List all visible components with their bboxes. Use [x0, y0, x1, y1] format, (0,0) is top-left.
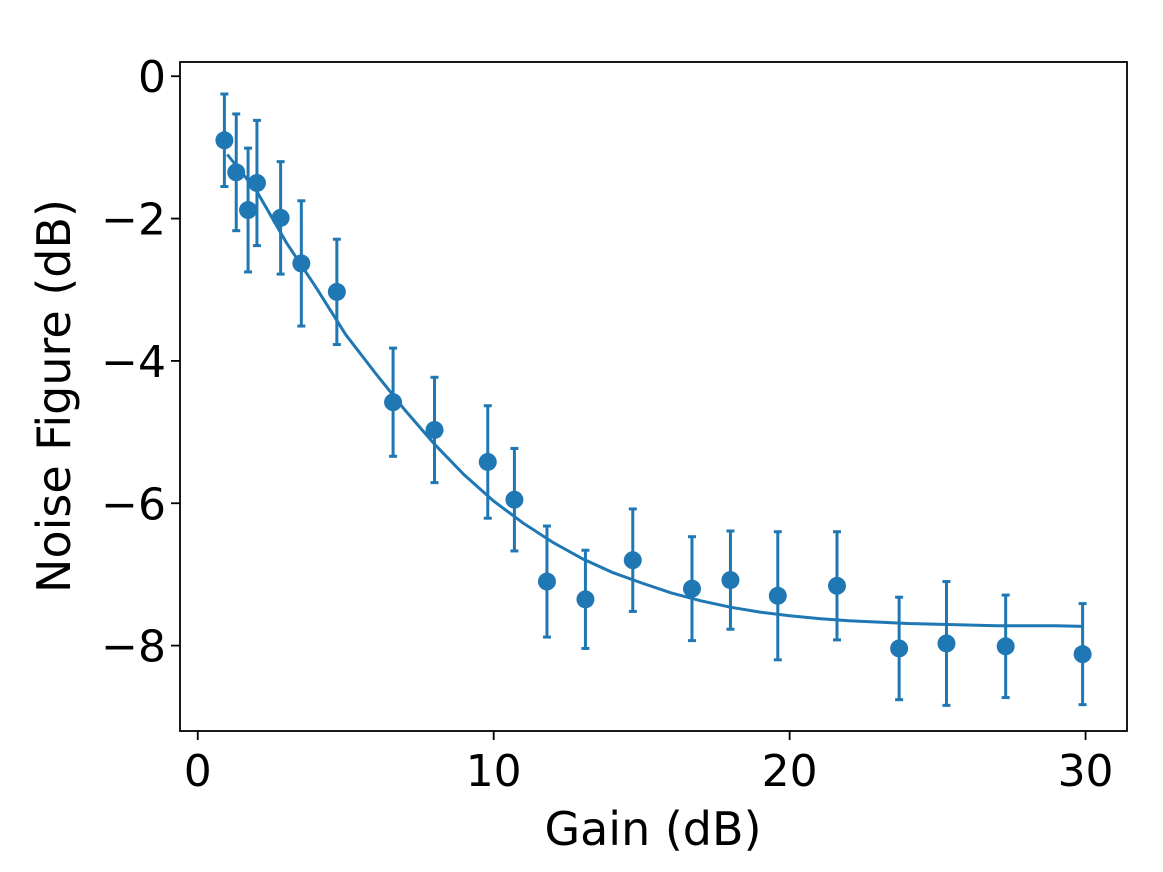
data-point: [827, 576, 846, 595]
data-point: [721, 571, 740, 590]
y-tick-label: 0: [138, 52, 166, 103]
data-point: [937, 634, 956, 653]
x-tick-label: 30: [1058, 746, 1114, 797]
y-tick-label: −6: [101, 479, 166, 530]
x-tick-label: 0: [184, 746, 212, 797]
data-point: [768, 586, 787, 605]
data-point: [478, 452, 497, 471]
data-point: [247, 173, 266, 192]
y-tick-label: −4: [101, 337, 166, 388]
y-tick-label: −2: [101, 195, 166, 246]
data-point: [227, 163, 246, 182]
data-point: [576, 590, 595, 609]
x-tick-label: 10: [466, 746, 522, 797]
data-point: [239, 201, 258, 220]
tick-layer: 0 10 20 30 0 −2 −4 −6 −8: [101, 52, 1113, 797]
x-tick-label: 20: [762, 746, 818, 797]
data-point: [384, 393, 403, 412]
y-axis-label: Noise Figure (dB): [27, 199, 81, 593]
plot-layer: [215, 92, 1092, 707]
data-point: [505, 490, 524, 509]
data-point: [682, 579, 701, 598]
data-point: [292, 254, 311, 273]
data-point: [890, 639, 909, 658]
y-tick-label: −8: [101, 622, 166, 673]
data-point: [425, 420, 444, 439]
data-point: [271, 208, 290, 227]
fit-line: [226, 153, 1083, 628]
data-point: [623, 551, 642, 570]
data-point: [996, 637, 1015, 656]
x-axis-label: Gain (dB): [544, 802, 761, 856]
data-point: [327, 282, 346, 301]
data-point: [215, 131, 234, 150]
data-point: [1073, 645, 1092, 664]
plot-frame: [179, 61, 1128, 732]
data-point: [537, 572, 556, 591]
